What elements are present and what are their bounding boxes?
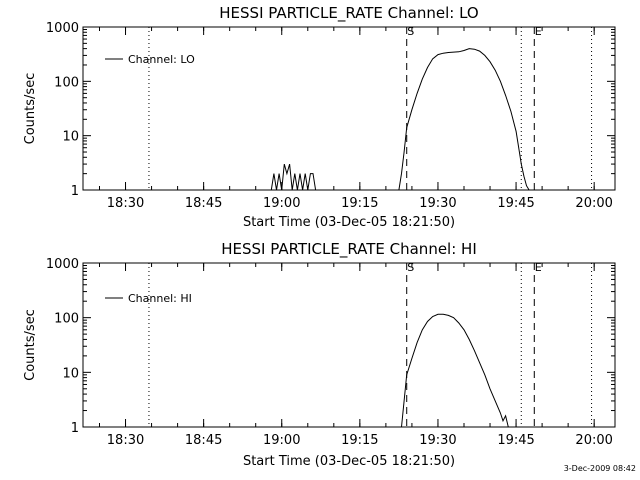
- x-tick-label: 19:45: [497, 196, 534, 211]
- y-axis-label: Counts/sec: [23, 73, 38, 145]
- footer-timestamp: 3-Dec-2009 08:42: [563, 464, 636, 473]
- chart-title: HESSI PARTICLE_RATE Channel: HI: [221, 240, 477, 259]
- x-tick-label: 19:00: [263, 433, 300, 448]
- y-tick-label: 100: [54, 75, 79, 90]
- marker-label-s: S: [407, 261, 414, 274]
- x-axis-label: Start Time (03-Dec-05 18:21:50): [243, 215, 455, 230]
- y-tick-label: 1000: [46, 21, 79, 36]
- x-tick-label: 19:45: [497, 433, 534, 448]
- x-tick-label: 19:00: [263, 196, 300, 211]
- marker-label-e: E: [535, 25, 542, 38]
- marker-label-e: E: [535, 261, 542, 274]
- x-tick-label: 19:30: [419, 433, 456, 448]
- x-axis-label: Start Time (03-Dec-05 18:21:50): [243, 454, 455, 469]
- y-tick-label: 1: [71, 421, 79, 436]
- y-axis-label: Counts/sec: [23, 309, 38, 381]
- x-tick-label: 19:15: [341, 196, 378, 211]
- y-tick-label: 10: [62, 130, 79, 145]
- x-tick-label: 19:15: [341, 433, 378, 448]
- x-tick-label: 18:30: [107, 196, 144, 211]
- x-tick-label: 18:45: [185, 433, 222, 448]
- legend-label: Channel: LO: [128, 53, 195, 66]
- legend-label: Channel: HI: [128, 292, 192, 305]
- y-tick-label: 1: [71, 184, 79, 199]
- y-tick-label: 10: [62, 366, 79, 381]
- y-tick-label: 100: [54, 312, 79, 327]
- chart-title: HESSI PARTICLE_RATE Channel: LO: [219, 4, 478, 23]
- x-tick-label: 20:00: [575, 433, 612, 448]
- marker-label-s: S: [407, 25, 414, 38]
- y-tick-label: 1000: [46, 257, 79, 272]
- plot-frame: [82, 262, 616, 428]
- x-tick-label: 19:30: [419, 196, 456, 211]
- x-tick-label: 18:30: [107, 433, 144, 448]
- x-tick-label: 20:00: [575, 196, 612, 211]
- series-line: [401, 313, 509, 428]
- series-line: [270, 48, 530, 191]
- x-tick-label: 18:45: [185, 196, 222, 211]
- plot-frame: [82, 26, 616, 191]
